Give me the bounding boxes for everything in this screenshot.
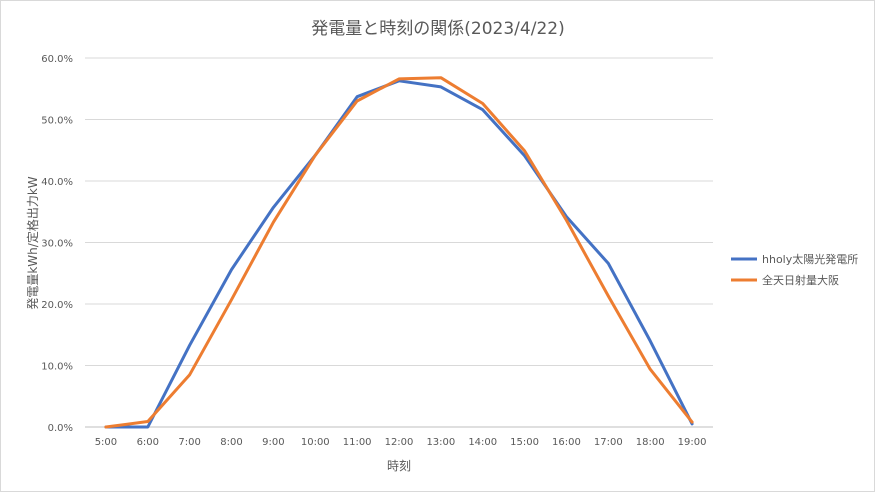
x-tick-label: 19:00 xyxy=(678,437,707,448)
chart-title: 発電量と時刻の関係(2023/4/22) xyxy=(311,19,564,39)
x-tick-label: 7:00 xyxy=(178,437,200,448)
x-axis-title: 時刻 xyxy=(387,459,411,473)
y-tick-label: 40.0% xyxy=(41,177,73,188)
y-tick-label: 30.0% xyxy=(41,239,73,250)
y-tick-label: 60.0% xyxy=(41,54,73,65)
x-tick-label: 14:00 xyxy=(468,437,497,448)
y-tick-label: 10.0% xyxy=(41,362,73,373)
series-line-1 xyxy=(104,79,694,429)
x-tick-label: 17:00 xyxy=(594,437,623,448)
x-tick-label: 18:00 xyxy=(636,437,665,448)
series-lines xyxy=(104,76,694,429)
x-tick-label: 12:00 xyxy=(385,437,414,448)
x-tick-label: 5:00 xyxy=(95,437,117,448)
y-tick-label: 20.0% xyxy=(41,300,73,311)
legend-label-2: 全天日射量大阪 xyxy=(762,273,839,287)
x-tick-label: 10:00 xyxy=(301,437,330,448)
y-tick-labels: 0.0% 10.0% 20.0% 30.0% 40.0% 50.0% 60.0% xyxy=(41,54,73,434)
x-tick-label: 13:00 xyxy=(426,437,455,448)
x-tick-label: 9:00 xyxy=(262,437,284,448)
x-tick-label: 15:00 xyxy=(510,437,539,448)
y-axis-title: 発電量kWh/定格出力kW xyxy=(25,176,40,309)
series-line-2 xyxy=(104,76,694,429)
x-tick-label: 6:00 xyxy=(137,437,159,448)
x-tick-labels: 5:00 6:00 7:00 8:00 9:00 10:00 11:00 12:00 13:00… xyxy=(95,437,707,448)
y-tick-label: 0.0% xyxy=(48,423,73,434)
x-tick-label: 16:00 xyxy=(552,437,581,448)
gridlines xyxy=(85,57,713,428)
x-tick-label: 11:00 xyxy=(343,437,372,448)
y-tick-label: 50.0% xyxy=(41,116,73,127)
legend-label-1: hholy太陽光発電所 xyxy=(762,252,858,266)
x-tick-label: 8:00 xyxy=(220,437,242,448)
